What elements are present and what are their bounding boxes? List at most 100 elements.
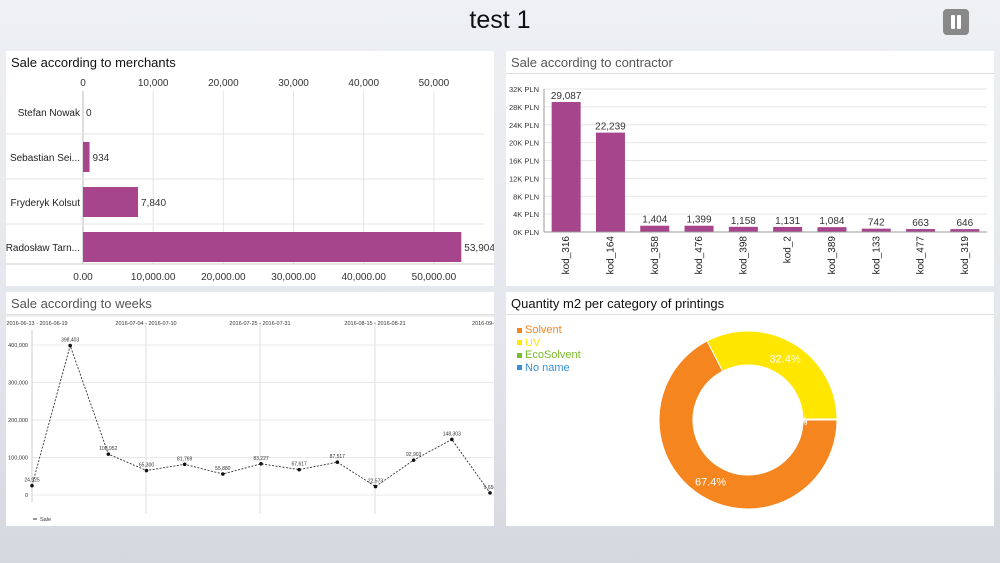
legend-item[interactable]: UV — [517, 337, 581, 350]
printings-chart: 67.4%32.4%0%0% — [658, 330, 838, 510]
data-label: 92,903 — [406, 452, 422, 458]
legend-label: Sale — [40, 517, 51, 523]
data-label: 5,656 — [484, 485, 494, 491]
y-tick-label: 24K PLN — [509, 121, 539, 130]
weeks-chart-title: Sale according to weeks — [11, 296, 152, 311]
category-label: kod_477 — [916, 236, 927, 275]
data-point — [335, 460, 340, 464]
category-label: kod_133 — [871, 236, 882, 275]
data-point — [30, 483, 34, 488]
data-label: 29,087 — [551, 91, 582, 102]
y-tick-label: 0 — [25, 493, 28, 499]
data-label: 1,131 — [775, 216, 800, 227]
slice-label: 67.4% — [695, 477, 726, 489]
category-label: Stefan Nowak — [18, 108, 81, 119]
bar — [950, 229, 980, 232]
data-point — [144, 468, 149, 473]
category-label: Radosław Tarn... — [6, 243, 80, 254]
data-label: 87,517 — [330, 454, 346, 460]
data-label: 934 — [93, 153, 110, 164]
pause-icon — [951, 15, 955, 29]
data-label: 663 — [912, 218, 929, 229]
contractor-chart: 0K PLN 4K PLN 8K PLN 12K PLN 16K PLN 20K PLN 2… — [509, 85, 987, 275]
y-tick-label: 8K PLN — [513, 192, 539, 201]
slice-label: 32.4% — [769, 353, 800, 365]
category-label: kod_164 — [605, 236, 616, 275]
data-label: 108,952 — [99, 446, 117, 452]
data-label: 81,769 — [177, 456, 193, 462]
y-tick-label: 28K PLN — [509, 103, 539, 112]
data-label: 65,300 — [139, 463, 155, 469]
x-tick-label-bottom: 20,000.00 — [201, 272, 246, 283]
bar — [773, 226, 803, 232]
series-line — [31, 344, 491, 494]
y-tick-label: 0K PLN — [513, 228, 539, 237]
x-tick-label-top: 0 — [80, 78, 86, 89]
y-tick-label: 400,000 — [8, 343, 28, 349]
category-label: Fryderyk Kolsut — [11, 198, 81, 209]
y-tick-label: 16K PLN — [509, 157, 539, 166]
legend-label: Solvent — [525, 324, 562, 337]
data-label: 83,227 — [253, 456, 269, 462]
legend-swatch — [517, 365, 522, 371]
y-tick-label: 100,000 — [8, 456, 28, 462]
legend-swatch — [517, 340, 522, 346]
dashboard-title: test 1 — [469, 6, 531, 34]
merchants-chart: 0 0.00 10,000 10,000.00 20,000 20,000.00 30,00… — [6, 78, 494, 283]
data-point — [106, 452, 111, 456]
legend-item[interactable]: No name — [517, 362, 581, 375]
printings-legend: Solvent UV EcoSolvent No name — [517, 324, 581, 374]
category-label: kod_2 — [783, 236, 794, 264]
x-tick-label-bottom: 0.00 — [73, 272, 93, 283]
contractor-chart-title: Sale according to contractor — [511, 55, 673, 70]
bar — [861, 228, 891, 232]
legend-item[interactable]: Solvent — [517, 324, 581, 337]
data-label: 24,925 — [24, 478, 40, 484]
legend-label: UV — [525, 336, 541, 349]
data-point — [259, 461, 263, 466]
weeks-chart: 2016-06-13 - 2016-06-19 2016-07-04 - 2016… — [6, 315, 494, 523]
bar — [640, 225, 670, 232]
data-label: 646 — [957, 218, 974, 229]
x-tick-label-bottom: 40,000.00 — [341, 272, 386, 283]
slice-label: 0% — [794, 417, 807, 427]
pause-button[interactable] — [943, 9, 969, 35]
x-tick-label-bottom: 50,000.00 — [412, 272, 457, 283]
data-point — [221, 472, 225, 476]
donut-slice — [658, 340, 838, 510]
y-tick-label: 32K PLN — [509, 85, 539, 94]
x-tick-label-bottom: 10,000.00 — [131, 272, 176, 283]
y-tick-label: 4K PLN — [513, 210, 539, 219]
data-label: 1,404 — [642, 215, 667, 226]
category-label: Sebastian Sei... — [10, 153, 80, 164]
bar — [83, 187, 139, 217]
data-label: 22,239 — [595, 122, 626, 133]
data-label: 398,403 — [61, 338, 79, 344]
x-tick-label-top: 50,000 — [419, 78, 450, 89]
bar — [83, 142, 90, 172]
contractor-panel: Sale according to contractor 0K PLN 4K PL… — [506, 51, 994, 286]
data-point — [488, 491, 492, 495]
week-range-label: 2016-09-05 - 2 — [472, 321, 494, 327]
y-tick-label: 300,000 — [8, 381, 28, 387]
x-tick-label-top: 10,000 — [138, 78, 169, 89]
legend-item[interactable]: EcoSolvent — [517, 349, 581, 362]
y-tick-label: 200,000 — [8, 418, 28, 424]
category-label: kod_389 — [827, 236, 838, 275]
week-range-label: 2016-06-13 - 2016-06-19 — [6, 321, 67, 327]
x-tick-label-top: 30,000 — [278, 78, 309, 89]
category-label: kod_358 — [650, 236, 661, 275]
data-label: 67,617 — [292, 462, 308, 468]
merchants-panel: Sale according to merchants 0 0.00 10,000 1… — [6, 51, 494, 286]
bar — [728, 226, 758, 232]
data-point — [68, 343, 72, 348]
bar — [906, 229, 936, 232]
data-point — [297, 467, 301, 472]
data-label: 742 — [868, 218, 885, 229]
data-label: 148,303 — [443, 431, 461, 437]
week-range-label: 2016-08-15 - 2016-08-21 — [344, 321, 405, 327]
data-point — [373, 484, 378, 489]
x-tick-label-bottom: 30,000.00 — [271, 272, 316, 283]
bar — [684, 225, 714, 232]
donut-slice — [706, 330, 838, 420]
